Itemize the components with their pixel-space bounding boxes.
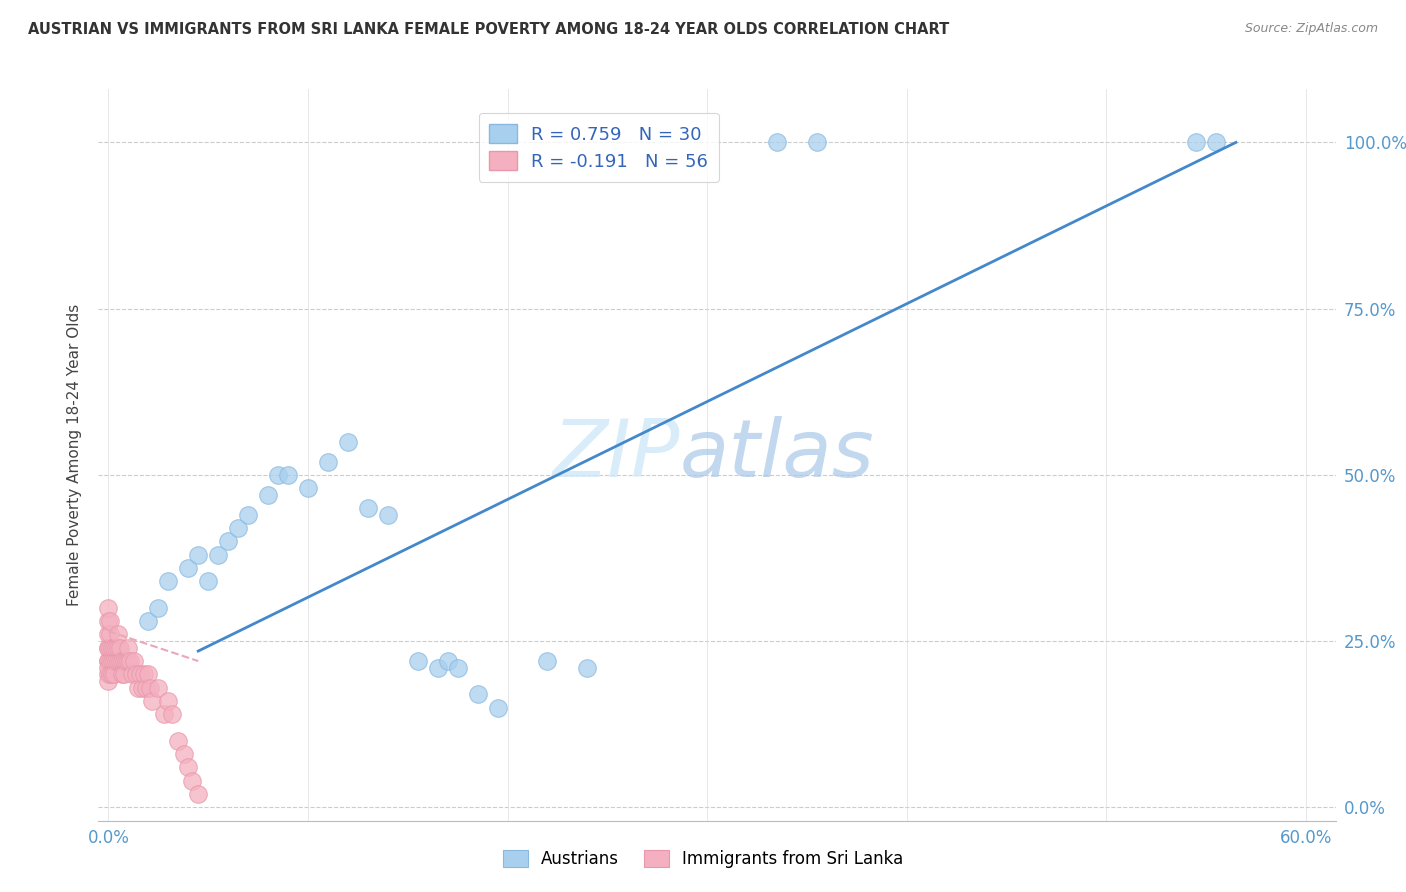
Point: [124, 654, 146, 668]
Point: [97, 661, 120, 675]
Point: [97, 654, 120, 668]
Point: [141, 694, 163, 708]
Point: [136, 614, 159, 628]
Point: [1205, 136, 1227, 150]
Point: [107, 654, 129, 668]
Point: [117, 654, 139, 668]
Point: [134, 667, 156, 681]
Point: [157, 574, 180, 589]
Point: [111, 654, 134, 668]
Point: [101, 667, 124, 681]
Point: [806, 136, 828, 150]
Point: [177, 561, 200, 575]
Point: [167, 734, 190, 748]
Point: [406, 654, 429, 668]
Legend: R = 0.759   N = 30, R = -0.191   N = 56: R = 0.759 N = 30, R = -0.191 N = 56: [478, 113, 718, 182]
Point: [131, 681, 153, 695]
Point: [177, 760, 200, 774]
Legend: Austrians, Immigrants from Sri Lanka: Austrians, Immigrants from Sri Lanka: [496, 843, 910, 875]
Point: [187, 548, 209, 562]
Text: ZIP: ZIP: [553, 416, 681, 494]
Point: [110, 640, 132, 655]
Point: [197, 574, 219, 589]
Point: [105, 654, 128, 668]
Y-axis label: Female Poverty Among 18-24 Year Olds: Female Poverty Among 18-24 Year Olds: [67, 304, 83, 606]
Point: [576, 661, 599, 675]
Point: [436, 654, 458, 668]
Point: [187, 787, 209, 801]
Point: [97, 667, 120, 681]
Point: [97, 614, 120, 628]
Point: [136, 667, 159, 681]
Point: [486, 700, 509, 714]
Point: [100, 654, 122, 668]
Point: [97, 654, 120, 668]
Point: [103, 640, 125, 655]
Point: [236, 508, 259, 522]
Point: [110, 654, 132, 668]
Point: [162, 707, 184, 722]
Point: [101, 640, 124, 655]
Point: [148, 681, 170, 695]
Point: [107, 640, 129, 655]
Point: [101, 654, 124, 668]
Point: [173, 747, 195, 761]
Point: [97, 627, 120, 641]
Point: [426, 661, 449, 675]
Point: [148, 600, 170, 615]
Point: [100, 640, 122, 655]
Text: Source: ZipAtlas.com: Source: ZipAtlas.com: [1244, 22, 1378, 36]
Text: atlas: atlas: [681, 416, 875, 494]
Point: [100, 614, 122, 628]
Point: [127, 681, 149, 695]
Point: [120, 654, 142, 668]
Point: [257, 488, 280, 502]
Point: [357, 501, 380, 516]
Point: [139, 681, 162, 695]
Point: [100, 627, 122, 641]
Point: [467, 687, 489, 701]
Text: AUSTRIAN VS IMMIGRANTS FROM SRI LANKA FEMALE POVERTY AMONG 18-24 YEAR OLDS CORRE: AUSTRIAN VS IMMIGRANTS FROM SRI LANKA FE…: [28, 22, 949, 37]
Point: [1185, 136, 1208, 150]
Point: [111, 667, 134, 681]
Point: [181, 773, 204, 788]
Point: [112, 654, 135, 668]
Point: [97, 640, 120, 655]
Point: [277, 467, 299, 482]
Point: [100, 667, 122, 681]
Point: [336, 434, 359, 449]
Point: [105, 640, 128, 655]
Point: [135, 681, 157, 695]
Point: [766, 136, 789, 150]
Point: [536, 654, 558, 668]
Point: [153, 707, 176, 722]
Point: [446, 661, 468, 675]
Point: [117, 640, 139, 655]
Point: [115, 654, 138, 668]
Point: [103, 654, 125, 668]
Point: [377, 508, 399, 522]
Point: [121, 667, 143, 681]
Point: [226, 521, 249, 535]
Point: [112, 667, 135, 681]
Point: [267, 467, 290, 482]
Point: [97, 640, 120, 655]
Point: [97, 600, 120, 615]
Point: [103, 667, 125, 681]
Point: [207, 548, 229, 562]
Point: [125, 667, 148, 681]
Point: [316, 454, 339, 468]
Point: [107, 627, 129, 641]
Point: [97, 673, 120, 688]
Point: [297, 481, 319, 495]
Point: [217, 534, 239, 549]
Point: [129, 667, 152, 681]
Point: [157, 694, 180, 708]
